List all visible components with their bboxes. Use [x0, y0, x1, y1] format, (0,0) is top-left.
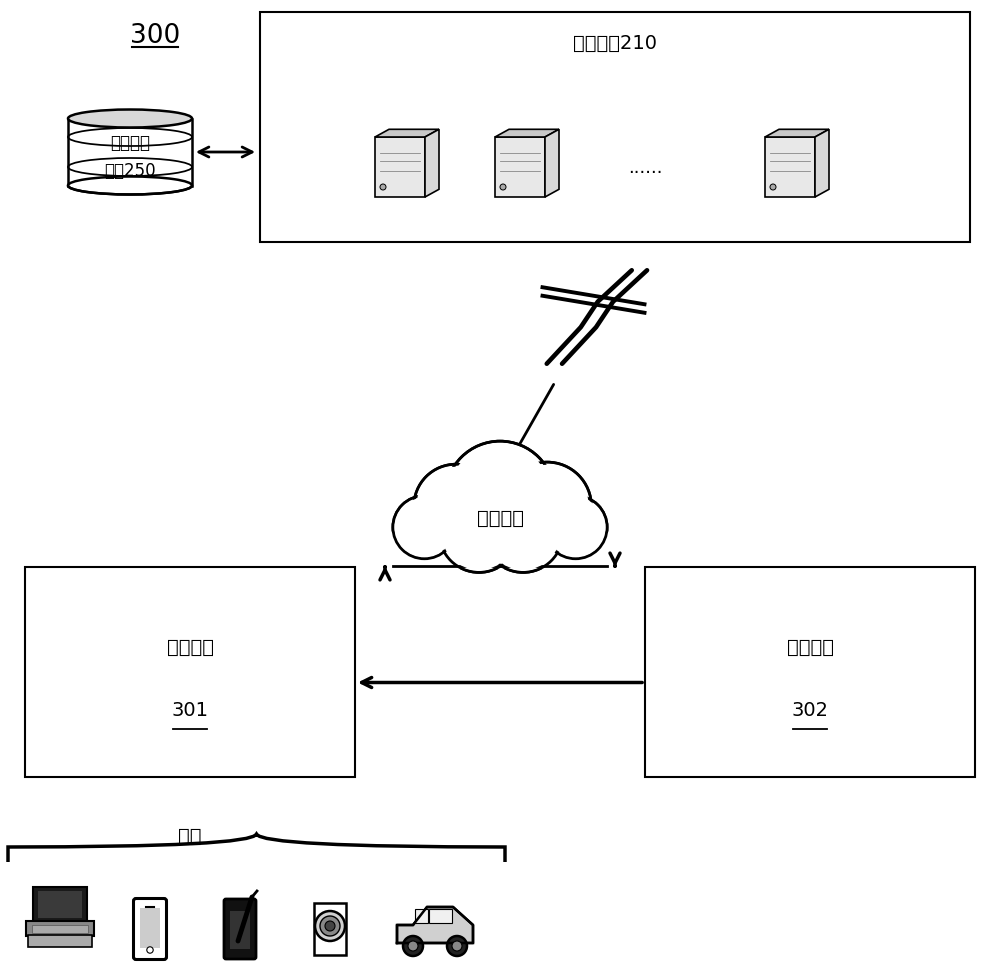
Text: 本地设备: 本地设备: [167, 638, 214, 657]
Circle shape: [416, 467, 495, 546]
Polygon shape: [815, 130, 829, 197]
Polygon shape: [765, 130, 829, 138]
Text: 例如: 例如: [178, 826, 202, 845]
Bar: [765, 138, 815, 197]
Ellipse shape: [68, 110, 192, 128]
Bar: [375, 138, 425, 197]
Circle shape: [770, 185, 776, 191]
Bar: [230, 912, 250, 949]
Polygon shape: [415, 909, 428, 923]
Circle shape: [483, 493, 563, 573]
Circle shape: [500, 185, 506, 191]
Circle shape: [506, 465, 589, 548]
Polygon shape: [397, 907, 473, 943]
Circle shape: [325, 921, 335, 931]
Bar: [645, 568, 975, 778]
Text: 300: 300: [130, 23, 180, 49]
Text: 数据存储: 数据存储: [110, 134, 150, 151]
Text: 通信网络: 通信网络: [477, 508, 524, 527]
Bar: [32, 925, 88, 933]
Bar: [314, 903, 346, 956]
Circle shape: [408, 941, 418, 951]
Text: 302: 302: [792, 701, 828, 720]
Text: 执行设备210: 执行设备210: [573, 33, 657, 53]
Circle shape: [394, 497, 455, 558]
Text: 301: 301: [172, 701, 209, 720]
Circle shape: [484, 494, 562, 572]
Circle shape: [449, 445, 551, 547]
Bar: [379, 533, 621, 570]
Circle shape: [545, 497, 606, 558]
Bar: [260, 13, 970, 242]
Circle shape: [439, 493, 519, 573]
Bar: [495, 138, 545, 197]
Circle shape: [147, 947, 153, 954]
Text: 本地设备: 本地设备: [786, 638, 834, 657]
Text: 系统250: 系统250: [104, 162, 156, 180]
Circle shape: [320, 916, 340, 936]
Circle shape: [315, 912, 345, 941]
Text: ......: ......: [628, 159, 662, 177]
Circle shape: [503, 463, 591, 551]
Circle shape: [415, 466, 497, 547]
FancyBboxPatch shape: [134, 899, 167, 959]
Circle shape: [486, 495, 561, 571]
Bar: [26, 921, 94, 936]
Circle shape: [445, 442, 555, 551]
Circle shape: [414, 465, 498, 549]
Circle shape: [544, 496, 607, 559]
Circle shape: [440, 494, 518, 572]
FancyBboxPatch shape: [224, 899, 256, 959]
Bar: [33, 887, 87, 922]
Circle shape: [380, 185, 386, 191]
Ellipse shape: [68, 177, 192, 195]
Polygon shape: [375, 130, 439, 138]
Circle shape: [447, 936, 467, 956]
Circle shape: [393, 496, 456, 559]
Polygon shape: [495, 130, 559, 138]
Circle shape: [452, 941, 462, 951]
Polygon shape: [429, 909, 452, 923]
Circle shape: [441, 495, 517, 571]
Polygon shape: [545, 130, 559, 197]
Polygon shape: [425, 130, 439, 197]
Circle shape: [447, 444, 553, 549]
Bar: [25, 568, 355, 778]
Bar: [68, 110, 192, 187]
Circle shape: [504, 464, 590, 549]
Circle shape: [403, 936, 423, 956]
Circle shape: [546, 498, 605, 557]
Bar: [28, 935, 92, 947]
Circle shape: [395, 498, 454, 557]
Bar: [38, 891, 82, 918]
Bar: [140, 908, 160, 948]
